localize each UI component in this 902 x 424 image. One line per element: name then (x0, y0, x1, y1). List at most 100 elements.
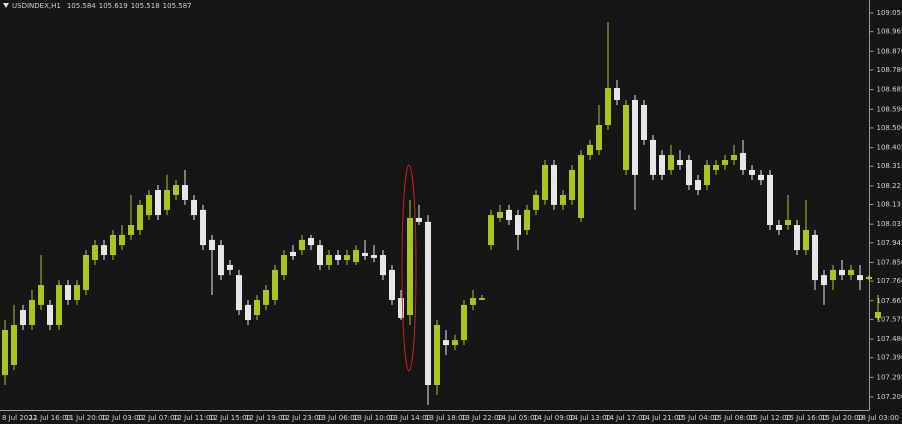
candle-body (524, 209, 530, 230)
candle-body (677, 160, 683, 165)
candle-body (317, 245, 323, 265)
y-tick-label: 108.590 (877, 105, 902, 113)
candle-body (416, 217, 422, 222)
candle-body (839, 269, 845, 276)
candle-body (290, 251, 296, 257)
x-tick-label: 13 Jul 10:00 (353, 414, 395, 422)
candle-body (263, 290, 269, 305)
x-tick-label: 15 Jul 08:00 (713, 414, 755, 422)
candle-body (281, 255, 287, 276)
y-tick-label: 107.760 (877, 277, 902, 285)
candle-body (182, 185, 188, 200)
candle-body (776, 225, 782, 230)
candle-body (155, 190, 161, 216)
candle-body (578, 155, 584, 218)
y-tick-label: 107.665 (877, 297, 902, 305)
candle-body (56, 285, 62, 325)
x-tick-label: 12 Jul 23:00 (281, 414, 323, 422)
candle-body (848, 269, 854, 276)
x-tick-label: 18 Jul 03:00 (857, 414, 899, 422)
candle-body (407, 217, 413, 316)
candle-body (110, 234, 116, 256)
y-tick-label: 107.390 (877, 354, 902, 362)
candle-body (371, 255, 377, 258)
y-tick-label: 108.870 (877, 47, 902, 55)
candle-body (191, 199, 197, 216)
candle-body (812, 234, 818, 281)
candle-body (254, 299, 260, 316)
candle-body (461, 304, 467, 341)
y-tick-label: 108.685 (877, 86, 902, 94)
candle-body (218, 245, 224, 276)
candle-body (443, 340, 449, 346)
x-tick-label: 11 Jul 20:00 (65, 414, 107, 422)
candle-body (362, 252, 368, 257)
y-tick-label: 109.055 (877, 9, 902, 17)
candle-body (326, 255, 332, 265)
chart-header: USDINDEX,H1 105.584 105.619 105.518 105.587 (12, 2, 192, 10)
candle-body (65, 285, 71, 300)
candle-body (533, 194, 539, 210)
x-tick-label: 12 Jul 19:00 (245, 414, 287, 422)
candle-body (344, 255, 350, 260)
candle-body (92, 245, 98, 260)
candle-body (470, 298, 476, 305)
candle-body (200, 209, 206, 246)
candle-body (659, 155, 665, 175)
candle-body (749, 169, 755, 175)
candle-body (425, 221, 431, 386)
y-tick-label: 108.22 (877, 182, 902, 190)
candle-body (560, 194, 566, 205)
candle-body (173, 185, 179, 195)
candle-body (11, 324, 17, 365)
candle-body (857, 275, 863, 281)
candle-body (794, 225, 800, 251)
x-tick-label: 14 Jul 21:00 (641, 414, 683, 422)
menu-triangle[interactable] (3, 3, 9, 8)
x-tick-label: 14 Jul 17:00 (605, 414, 647, 422)
candle-body (227, 264, 233, 270)
x-tick-label: 14 Jul 09:00 (533, 414, 575, 422)
x-tick-label: 8 Jul 2022 (2, 414, 37, 422)
candle-body (821, 275, 827, 286)
x-tick-label: 14 Jul 05:00 (497, 414, 539, 422)
candle-body (587, 144, 593, 156)
candle-body (479, 298, 485, 300)
symbol: USDINDEX,H1 (12, 2, 61, 10)
y-tick-label: 107.850 (877, 258, 902, 266)
candle-body (695, 180, 701, 191)
candle-body (74, 285, 80, 300)
candle-body (605, 87, 611, 126)
x-tick-label: 12 Jul 15:00 (209, 414, 251, 422)
candle-body (641, 104, 647, 140)
x-tick-label: 13 Jul 22:00 (461, 414, 503, 422)
y-tick-label: 107.480 (877, 335, 902, 343)
x-tick-label: 13 Jul 14:00 (389, 414, 431, 422)
candle-body (875, 311, 881, 318)
candle-body (137, 204, 143, 230)
candle-body (803, 229, 809, 251)
candle-body (713, 164, 719, 170)
candle-body (497, 211, 503, 218)
candle-body (758, 174, 764, 181)
x-tick-label: 14 Jul 13:00 (569, 414, 611, 422)
y-tick-label: 108.500 (877, 124, 902, 132)
candle-body (389, 269, 395, 300)
x-tick-label: 11 Jul 16:00 (29, 414, 71, 422)
x-tick-label: 15 Jul 04:00 (677, 414, 719, 422)
candle-body (20, 310, 26, 325)
quote-open: 105.584 (67, 2, 96, 10)
y-tick-label: 108.13 (877, 201, 902, 209)
candle-body (722, 160, 728, 165)
candle-body (506, 209, 512, 221)
candle-body (488, 215, 494, 246)
candle-body (668, 155, 674, 170)
y-tick-label: 108.315 (877, 162, 902, 170)
y-tick-label: 107.575 (877, 315, 902, 323)
candle-body (353, 250, 359, 263)
x-tick-label: 15 Jul 12:00 (749, 414, 791, 422)
x-tick-label: 13 Jul 18:00 (425, 414, 467, 422)
